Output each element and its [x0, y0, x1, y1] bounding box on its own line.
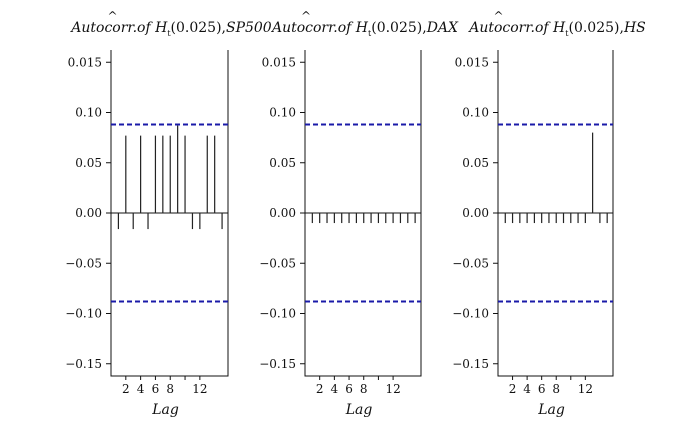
title-argument: (0.025),: [371, 20, 426, 36]
panel-title: Autocorr.of Ht(0.025),DAX: [270, 20, 459, 38]
title-prefix: Autocorr.of: [467, 20, 553, 36]
x-tick-label: 4: [523, 382, 531, 396]
panel-title: Autocorr.of Ht(0.025),HS: [467, 20, 646, 38]
x-tick-label: 6: [538, 382, 546, 396]
y-tick-label: 0.10: [269, 106, 296, 120]
y-tick-label: 0.015: [68, 55, 102, 69]
x-tick-label: 6: [152, 382, 160, 396]
x-axis-title: Lag: [537, 402, 565, 418]
y-tick-label: 0.015: [455, 55, 489, 69]
title-series: HS: [623, 20, 646, 36]
x-tick-label: 8: [552, 382, 560, 396]
y-tick-label: 0.00: [462, 206, 489, 220]
y-tick-label: 0.05: [269, 156, 296, 170]
x-tick-label: 12: [578, 382, 593, 396]
x-tick-label: 8: [360, 382, 368, 396]
y-tick-label: −0.05: [259, 256, 296, 270]
y-tick-label: −0.10: [259, 307, 296, 321]
x-tick-label: 2: [316, 382, 324, 396]
y-tick-label: 0.05: [462, 156, 489, 170]
title-argument: (0.025),: [171, 20, 226, 36]
title-hat: ^: [301, 9, 311, 23]
y-tick-label: 0.015: [262, 55, 296, 69]
panel-title: Autocorr.of Ht(0.025),SP500: [69, 20, 272, 38]
y-tick-label: 0.00: [75, 206, 102, 220]
x-tick-label: 4: [137, 382, 145, 396]
y-tick-label: −0.10: [65, 307, 102, 321]
acf-panel-3: Autocorr.of Ht(0.025),HS^0.0150.100.050.…: [452, 9, 646, 418]
acf-panel-2: Autocorr.of Ht(0.025),DAX^0.0150.100.050…: [259, 9, 459, 418]
title-hat: ^: [107, 9, 117, 23]
title-hat: ^: [493, 9, 503, 23]
x-tick-label: 12: [192, 382, 207, 396]
title-prefix: Autocorr.of: [69, 20, 155, 36]
title-variable: H: [154, 20, 168, 36]
acf-panel-1: Autocorr.of Ht(0.025),SP500^0.0150.100.0…: [65, 9, 272, 418]
title-series: SP500: [226, 20, 272, 36]
y-tick-label: −0.15: [452, 357, 489, 371]
x-tick-label: 12: [385, 382, 400, 396]
y-tick-label: −0.05: [65, 256, 102, 270]
y-tick-label: 0.00: [269, 206, 296, 220]
x-axis-title: Lag: [151, 402, 179, 418]
x-tick-label: 2: [509, 382, 517, 396]
title-prefix: Autocorr.of: [270, 20, 356, 36]
y-tick-label: −0.05: [452, 256, 489, 270]
x-tick-label: 2: [122, 382, 130, 396]
title-argument: (0.025),: [568, 20, 623, 36]
y-tick-label: 0.10: [462, 106, 489, 120]
y-tick-label: −0.10: [452, 307, 489, 321]
x-axis-title: Lag: [345, 402, 373, 418]
title-variable: H: [552, 20, 566, 36]
y-tick-label: −0.15: [259, 357, 296, 371]
title-subscript: t: [167, 29, 171, 38]
title-series: DAX: [426, 20, 459, 36]
x-tick-label: 4: [331, 382, 339, 396]
x-tick-label: 8: [166, 382, 174, 396]
y-tick-label: −0.15: [65, 357, 102, 371]
y-tick-label: 0.05: [75, 156, 102, 170]
title-variable: H: [355, 20, 369, 36]
y-tick-label: 0.10: [75, 106, 102, 120]
title-subscript: t: [565, 29, 569, 38]
x-tick-label: 6: [345, 382, 353, 396]
title-subscript: t: [368, 29, 372, 38]
